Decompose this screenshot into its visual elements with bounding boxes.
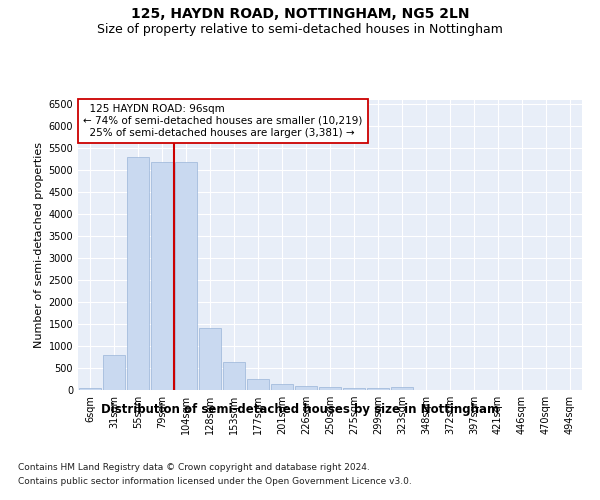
Bar [175,162,197,390]
Bar [79,388,101,390]
Text: 125, HAYDN ROAD, NOTTINGHAM, NG5 2LN: 125, HAYDN ROAD, NOTTINGHAM, NG5 2LN [131,8,469,22]
Bar [199,328,221,390]
Bar [247,378,269,390]
Text: Size of property relative to semi-detached houses in Nottingham: Size of property relative to semi-detach… [97,22,503,36]
Text: 125 HAYDN ROAD: 96sqm
← 74% of semi-detached houses are smaller (10,219)
  25% o: 125 HAYDN ROAD: 96sqm ← 74% of semi-deta… [83,104,362,138]
Bar [223,362,245,390]
Text: Distribution of semi-detached houses by size in Nottingham: Distribution of semi-detached houses by … [101,402,499,415]
Text: Contains HM Land Registry data © Crown copyright and database right 2024.: Contains HM Land Registry data © Crown c… [18,462,370,471]
Bar [127,157,149,390]
Bar [295,386,317,390]
Bar [151,162,173,390]
Bar [391,387,413,390]
Bar [319,386,341,390]
Y-axis label: Number of semi-detached properties: Number of semi-detached properties [34,142,44,348]
Text: Contains public sector information licensed under the Open Government Licence v3: Contains public sector information licen… [18,478,412,486]
Bar [367,388,389,390]
Bar [271,384,293,390]
Bar [103,356,125,390]
Bar [343,388,365,390]
